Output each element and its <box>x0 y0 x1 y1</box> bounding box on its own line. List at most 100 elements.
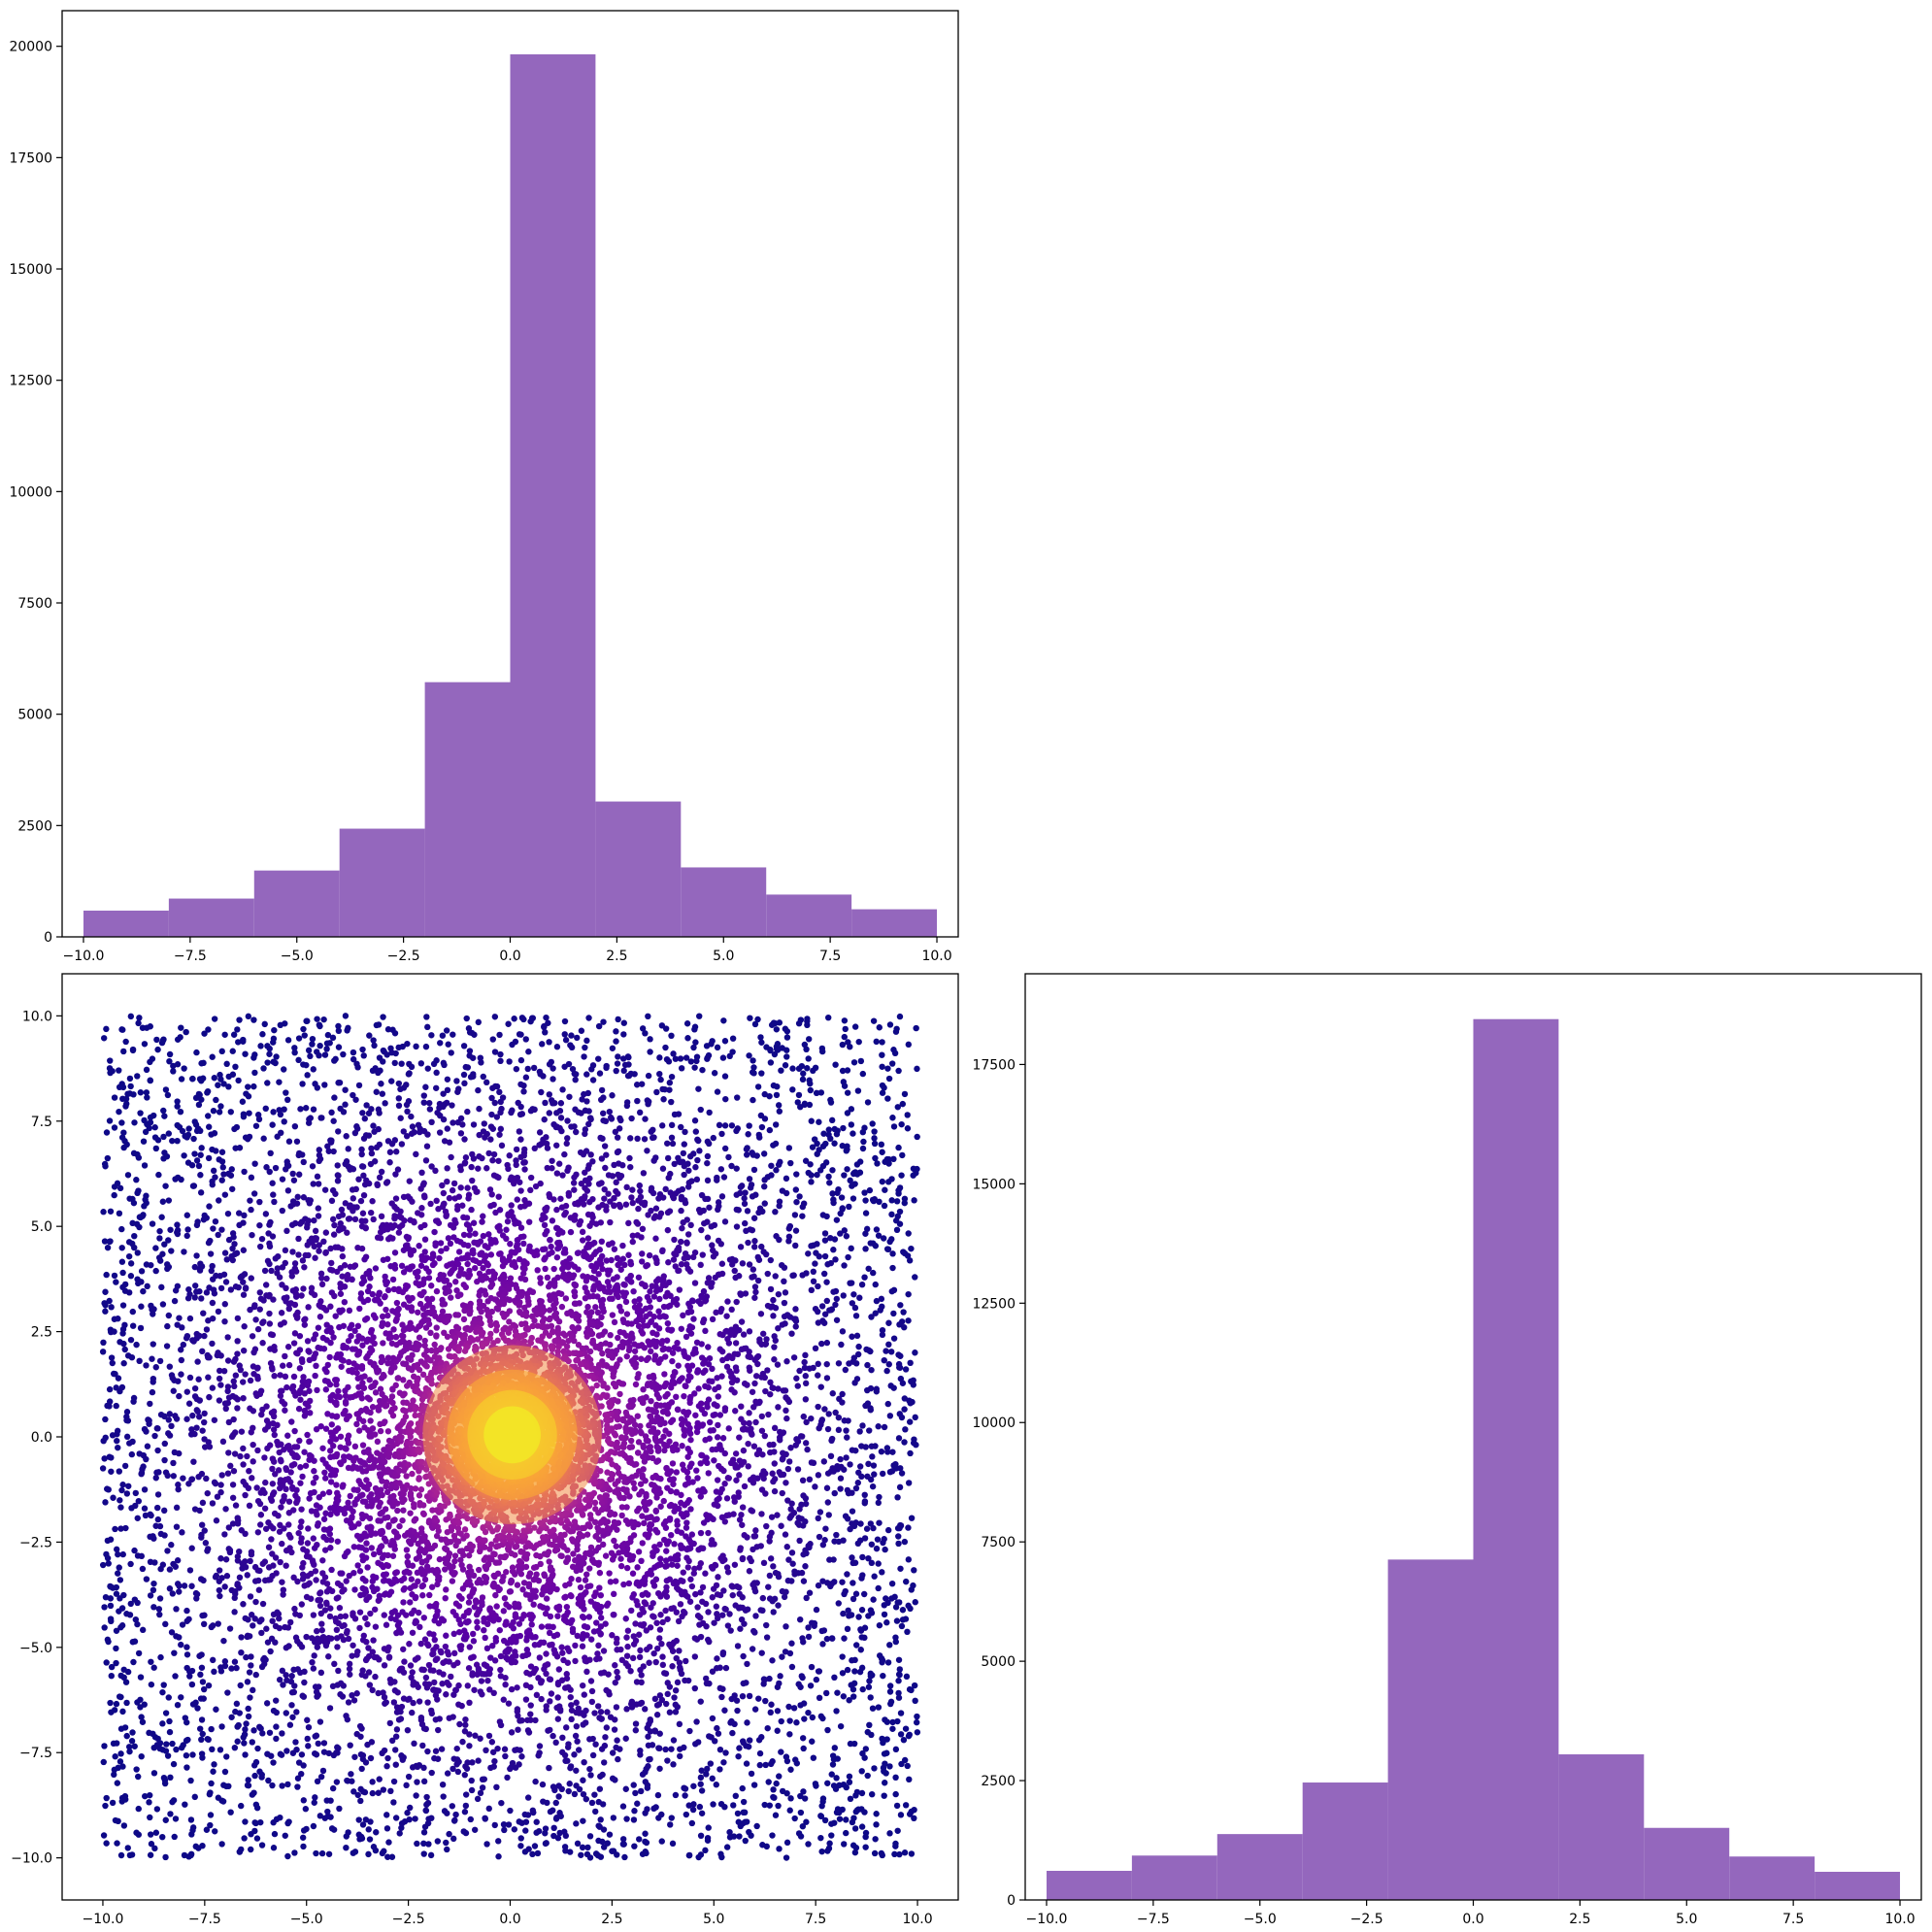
scatter-point <box>785 1703 792 1711</box>
scatter-point <box>825 1845 833 1852</box>
scatter-point <box>174 1103 181 1110</box>
scatter-point <box>746 1568 753 1575</box>
scatter-point <box>134 1620 141 1628</box>
scatter-point <box>109 1068 116 1075</box>
scatter-point <box>793 1436 800 1443</box>
scatter-point <box>219 1798 227 1805</box>
scatter-point <box>647 1049 653 1055</box>
scatter-point <box>889 1449 896 1455</box>
scatter-point <box>759 1842 766 1849</box>
scatter-point <box>781 1313 788 1320</box>
scatter-point <box>589 1751 597 1759</box>
scatter-point <box>692 1128 700 1135</box>
scatter-point <box>205 1374 212 1381</box>
scatter-point <box>198 1096 205 1103</box>
scatter-point <box>665 1175 672 1182</box>
scatter-point <box>408 1063 416 1071</box>
scatter-point <box>314 1173 321 1181</box>
scatter-point <box>597 1816 604 1823</box>
scatter-point <box>888 1595 895 1602</box>
scatter-point <box>272 1059 279 1067</box>
scatter-point <box>770 1609 777 1616</box>
scatter-point <box>193 1157 201 1164</box>
scatter-point <box>823 1279 830 1285</box>
scatter-point <box>370 1844 378 1850</box>
scatter-point <box>629 1654 637 1662</box>
scatter-point <box>326 1613 334 1620</box>
scatter-point <box>635 1205 642 1213</box>
scatter-point <box>906 1685 914 1693</box>
scatter-point <box>422 1674 430 1682</box>
scatter-point <box>157 1653 164 1661</box>
scatter-point <box>133 1341 140 1349</box>
scatter-point <box>614 1647 620 1653</box>
scatter-point <box>691 1117 699 1124</box>
scatter-point <box>743 1760 750 1767</box>
scatter-point <box>358 1765 365 1773</box>
scatter-point <box>586 1736 593 1743</box>
scatter-point <box>775 1324 782 1332</box>
scatter-point <box>217 1382 224 1388</box>
scatter-point <box>728 1122 736 1129</box>
scatter-point <box>770 1478 777 1485</box>
scatter-point <box>780 1387 787 1394</box>
scatter-point <box>324 1808 331 1815</box>
scatter-point <box>839 1067 847 1075</box>
scatter-point <box>850 1059 858 1066</box>
scatter-point <box>749 1546 756 1553</box>
scatter-point <box>300 1762 307 1769</box>
scatter-point <box>898 1120 905 1128</box>
scatter-point <box>275 1513 282 1519</box>
scatter-point <box>542 1029 549 1036</box>
scatter-point <box>141 1041 149 1048</box>
scatter-point <box>775 1161 783 1168</box>
scatter-point <box>165 1263 173 1271</box>
scatter-point <box>250 1458 256 1465</box>
scatter-point <box>828 1771 835 1778</box>
scatter-point <box>134 1599 141 1607</box>
scatter-point <box>506 1152 513 1159</box>
scatter-point <box>446 1139 453 1146</box>
scatter-point <box>812 1305 819 1313</box>
scatter-point <box>824 1425 832 1433</box>
scatter-point <box>546 1764 552 1772</box>
scatter-point <box>279 1579 285 1585</box>
scatter-point <box>901 1199 908 1207</box>
x-tick-label: −10.0 <box>63 949 105 964</box>
scatter-point <box>892 1028 900 1035</box>
scatter-point <box>120 1360 127 1367</box>
scatter-point <box>259 1340 266 1347</box>
scatter-point <box>199 1348 206 1355</box>
scatter-point <box>469 1759 476 1766</box>
scatter-point <box>250 1424 256 1432</box>
scatter-point <box>355 1831 362 1838</box>
scatter-point <box>632 1727 640 1734</box>
scatter-point <box>199 1730 206 1738</box>
scatter-point <box>763 1621 770 1629</box>
scatter-point <box>755 1256 763 1263</box>
scatter-point <box>100 1832 108 1839</box>
scatter-point <box>583 1668 590 1676</box>
scatter-point <box>261 1267 269 1275</box>
scatter-point <box>482 1815 488 1821</box>
scatter-point <box>571 1174 578 1181</box>
scatter-point <box>841 1172 848 1179</box>
scatter-point <box>600 1648 608 1654</box>
scatter-point <box>896 1483 904 1491</box>
scatter-point <box>220 1637 227 1645</box>
scatter-point <box>113 1627 120 1634</box>
scatter-point <box>178 1694 184 1701</box>
scatter-point <box>881 1602 887 1609</box>
scatter-point <box>804 1446 811 1453</box>
scatter-point <box>124 1417 132 1424</box>
scatter-point <box>143 1455 150 1463</box>
scatter-point <box>802 1563 809 1570</box>
scatter-point <box>770 1082 778 1089</box>
scatter-point <box>155 1171 162 1179</box>
scatter-point <box>233 1123 241 1131</box>
scatter-point <box>270 1039 277 1046</box>
scatter-point <box>218 1841 225 1848</box>
scatter-point <box>303 1548 311 1555</box>
scatter-point <box>718 1193 726 1200</box>
scatter-point <box>742 1219 749 1227</box>
